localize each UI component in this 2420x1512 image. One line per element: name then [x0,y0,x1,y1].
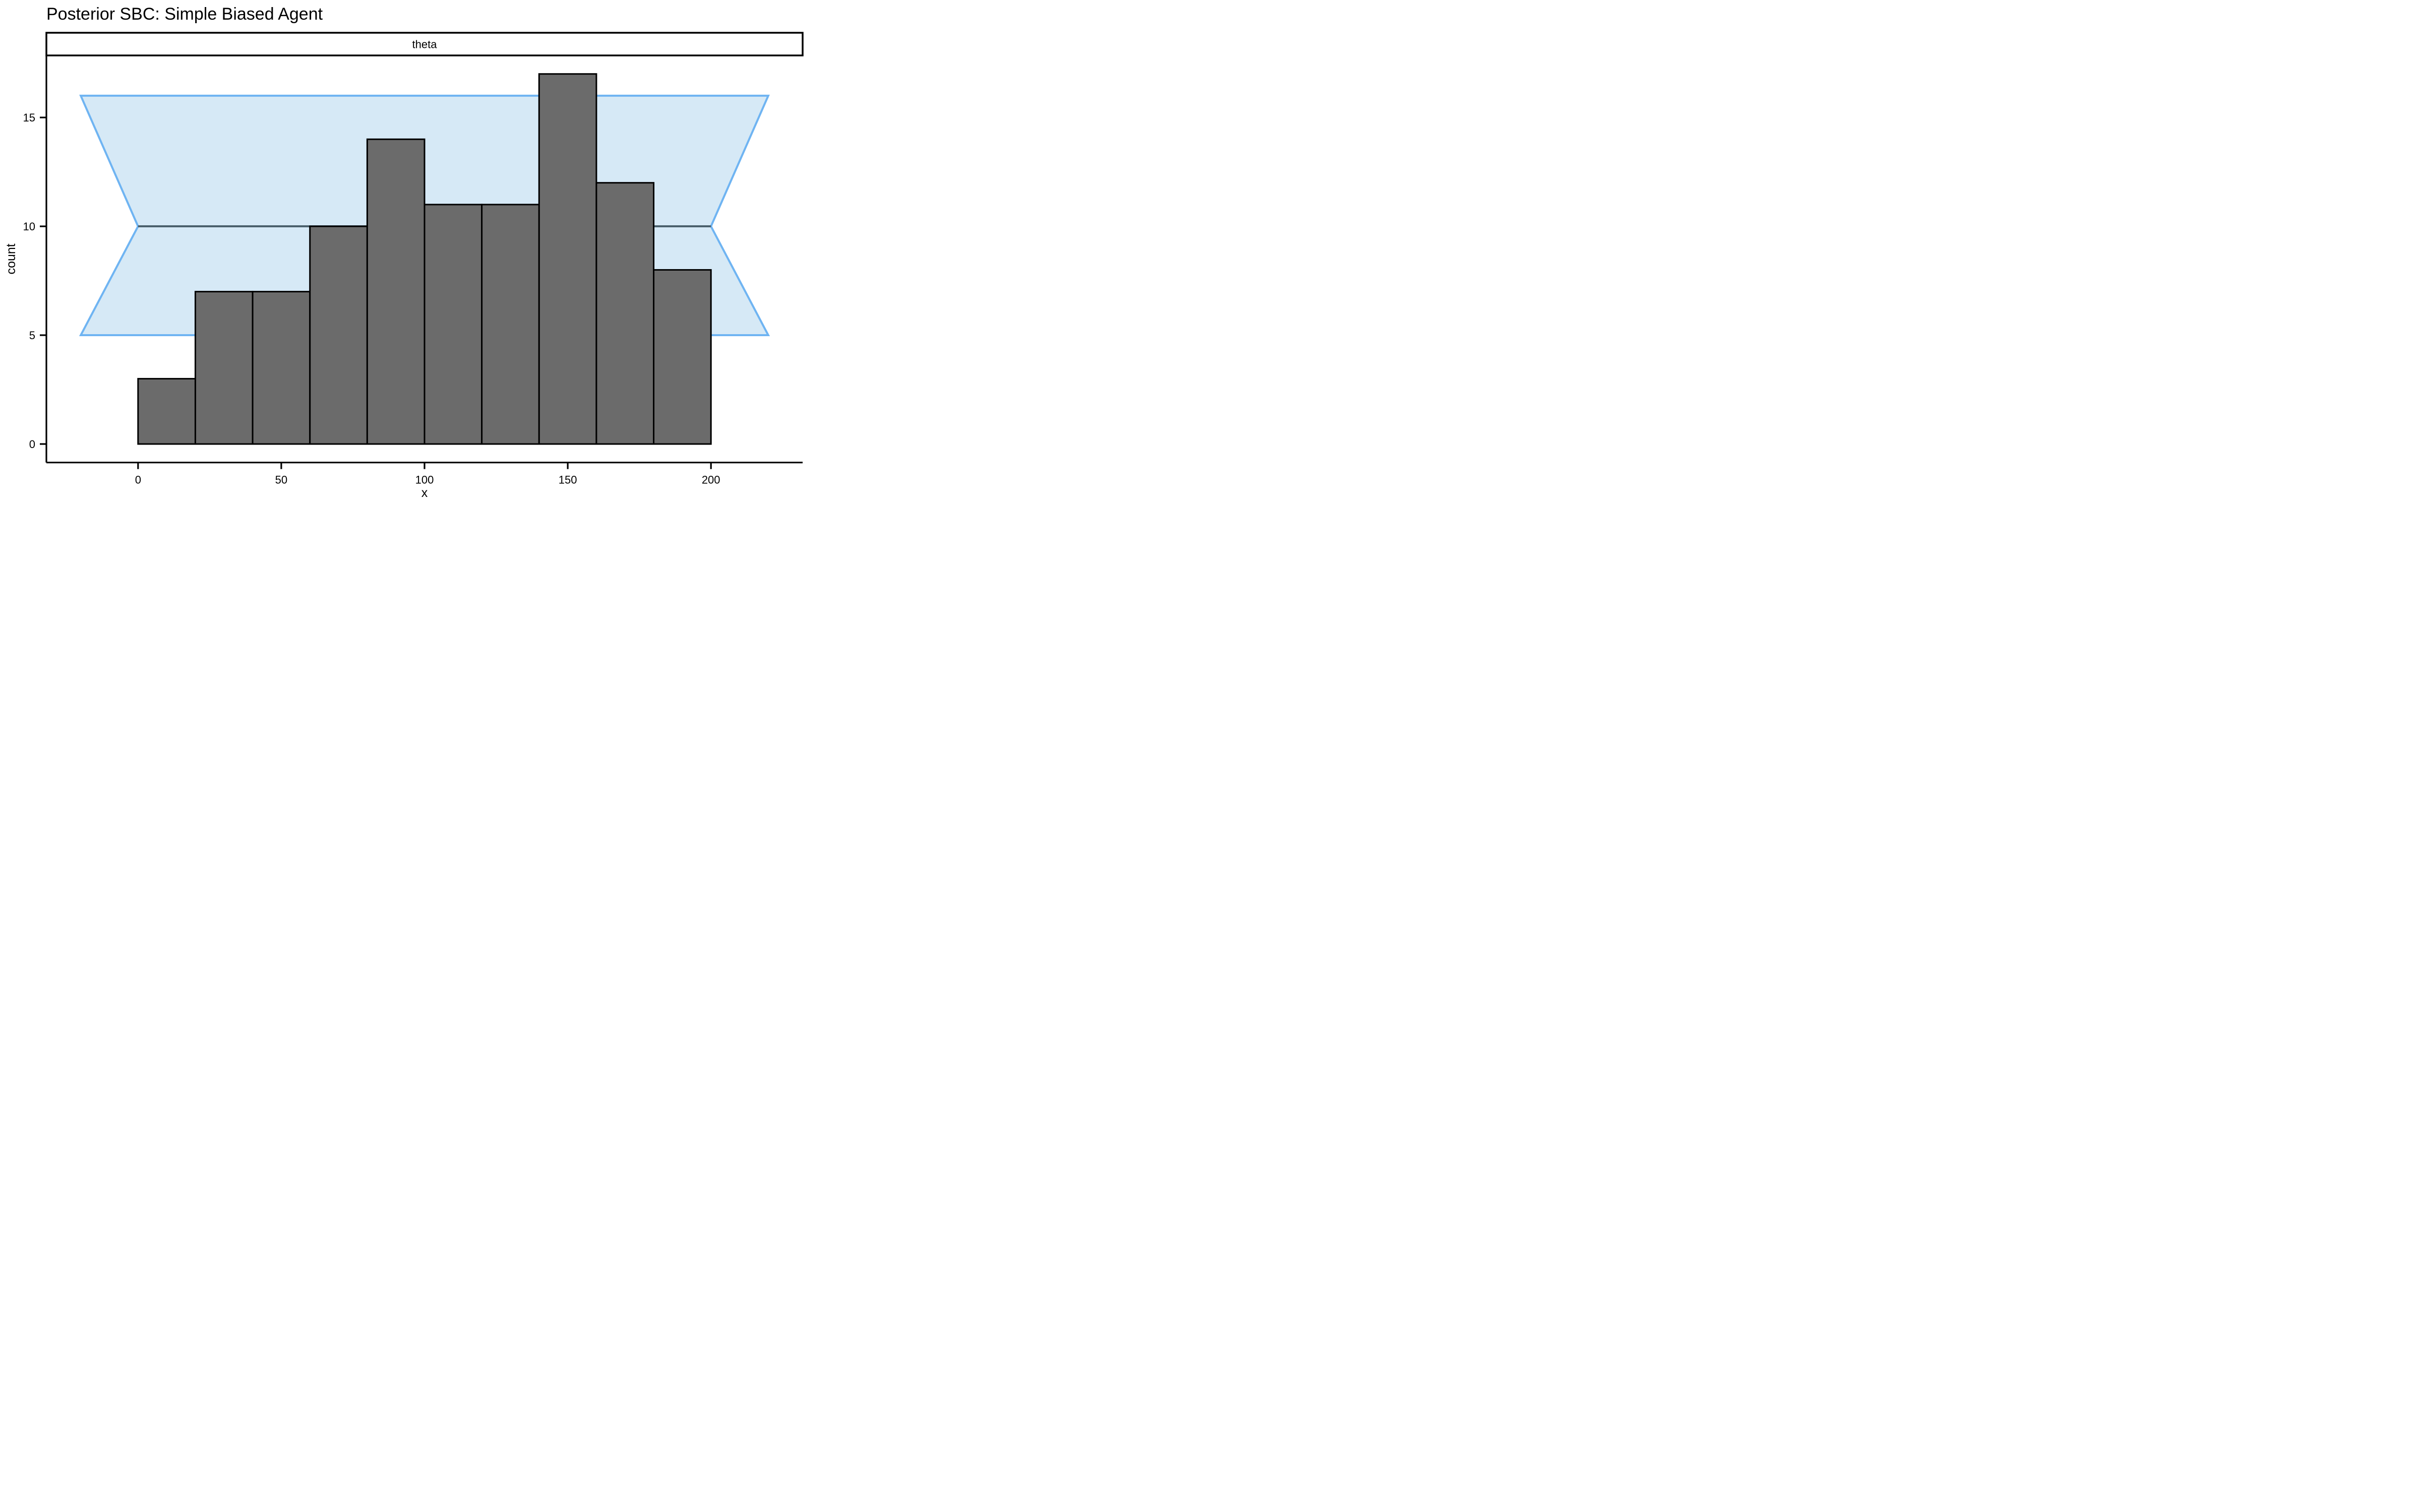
y-axis-title: count [4,243,18,274]
histogram-bar [252,291,311,445]
histogram-bar [595,182,655,445]
facet-strip [45,32,804,56]
histogram-bar [481,204,540,445]
plot-title: Posterior SBC: Simple Biased Agent [46,5,323,24]
histogram-bar [653,269,712,445]
y-tick-label: 15 [23,111,35,124]
histogram-bar [309,225,368,445]
x-tick-label: 0 [135,474,141,486]
y-tick-label: 0 [29,438,35,451]
sbc-rank-histogram-figure: Posterior SBC: Simple Biased Agent 0 50 10… [0,0,807,504]
histogram-bar [137,377,196,445]
histogram-bar [366,138,426,445]
facet-strip-label: theta [412,38,438,51]
histogram-bar [538,73,597,445]
x-tick-label: 50 [275,474,287,486]
histogram-bar [194,291,254,445]
histogram-bar [424,204,483,445]
x-tick-label: 200 [702,474,720,486]
y-tick-label: 5 [29,329,35,342]
y-tick-label: 10 [23,220,35,233]
x-tick-label: 150 [559,474,577,486]
x-tick-label: 100 [415,474,434,486]
sbc-rank-histogram-chart: 0 50 100 150 200 0 5 10 15 theta x count [4,32,804,500]
x-axis-title: x [421,486,428,500]
